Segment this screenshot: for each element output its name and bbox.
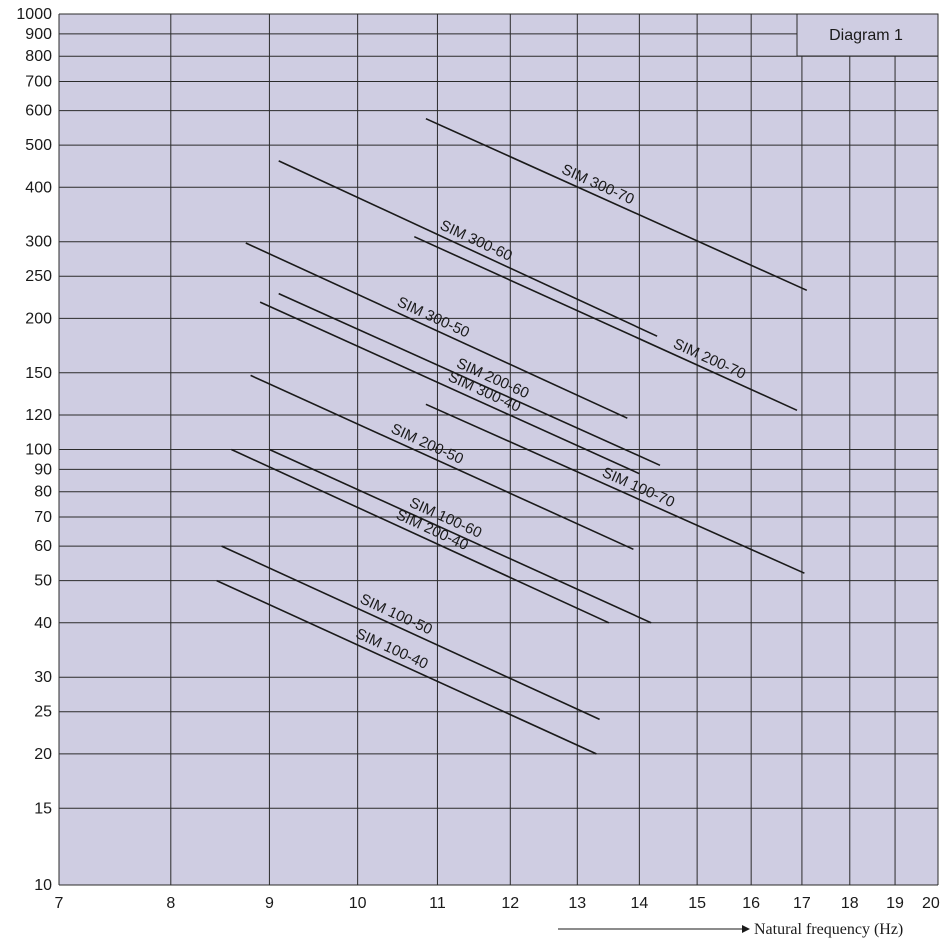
series-line-sim-300-70	[425, 117, 808, 292]
series-line-sim-200-50	[250, 374, 634, 551]
x-tick-label-7: 7	[55, 895, 64, 912]
series-line-sim-200-70	[413, 235, 798, 412]
y-tick-label-10: 10	[34, 877, 52, 894]
series-line-sim-100-70	[425, 403, 805, 574]
y-tick-label-90: 90	[34, 461, 52, 478]
y-tick-label-200: 200	[25, 310, 52, 327]
x-tick-label-8: 8	[166, 895, 175, 912]
y-tick-label-50: 50	[34, 573, 52, 590]
y-tick-label-60: 60	[34, 538, 52, 555]
series-line-sim-300-40	[259, 301, 640, 475]
y-tick-label-15: 15	[34, 800, 52, 817]
y-tick-label-400: 400	[25, 179, 52, 196]
x-tick-label-18: 18	[841, 895, 859, 912]
y-tick-label-100: 100	[25, 442, 52, 459]
series-line-sim-100-60	[269, 448, 652, 624]
series-line-sim-300-60	[278, 160, 658, 337]
x-axis-arrowhead	[742, 925, 750, 933]
y-tick-label-800: 800	[25, 48, 52, 65]
x-tick-label-13: 13	[568, 895, 586, 912]
x-axis-ticks: 7 8 9 10 11 12 13 14 15 16 17 18 19 20	[55, 895, 940, 912]
series-line-sim-200-40	[231, 448, 610, 624]
y-tick-label-300: 300	[25, 234, 52, 251]
y-tick-label-80: 80	[34, 484, 52, 501]
x-tick-label-19: 19	[886, 895, 904, 912]
y-tick-label-150: 150	[25, 365, 52, 382]
x-tick-label-20: 20	[922, 895, 940, 912]
series-line-sim-300-50	[245, 242, 628, 419]
series-group	[216, 117, 808, 755]
y-tick-label-700: 700	[25, 73, 52, 90]
x-axis-label: Natural frequency (Hz)	[754, 921, 903, 938]
grid	[58, 13, 939, 886]
y-axis-ticks: 10 15 20 25 30 40 50 60 70 80 90 100 120 150 200 250 300…	[16, 6, 52, 894]
series-line-sim-100-40	[216, 579, 597, 755]
y-tick-label-600: 600	[25, 103, 52, 120]
x-tick-label-9: 9	[265, 895, 274, 912]
y-tick-label-25: 25	[34, 704, 52, 721]
diagram-title-box	[796, 13, 939, 57]
x-tick-label-14: 14	[630, 895, 648, 912]
x-tick-label-10: 10	[349, 895, 367, 912]
x-tick-label-15: 15	[688, 895, 706, 912]
x-tick-label-16: 16	[742, 895, 760, 912]
x-tick-label-12: 12	[501, 895, 519, 912]
y-tick-label-40: 40	[34, 615, 52, 632]
y-tick-label-120: 120	[25, 407, 52, 424]
y-tick-label-70: 70	[34, 509, 52, 526]
x-tick-label-17: 17	[793, 895, 811, 912]
y-tick-label-500: 500	[25, 137, 52, 154]
y-tick-label-900: 900	[25, 26, 52, 43]
y-tick-label-20: 20	[34, 746, 52, 763]
x-tick-label-11: 11	[429, 895, 446, 912]
y-tick-label-30: 30	[34, 669, 52, 686]
series-line-sim-100-50	[221, 545, 600, 721]
series-line-sim-200-60	[278, 292, 661, 467]
y-tick-label-1000: 1000	[16, 6, 52, 23]
chart-title: Diagram 1	[829, 27, 903, 44]
y-tick-label-250: 250	[25, 268, 52, 285]
